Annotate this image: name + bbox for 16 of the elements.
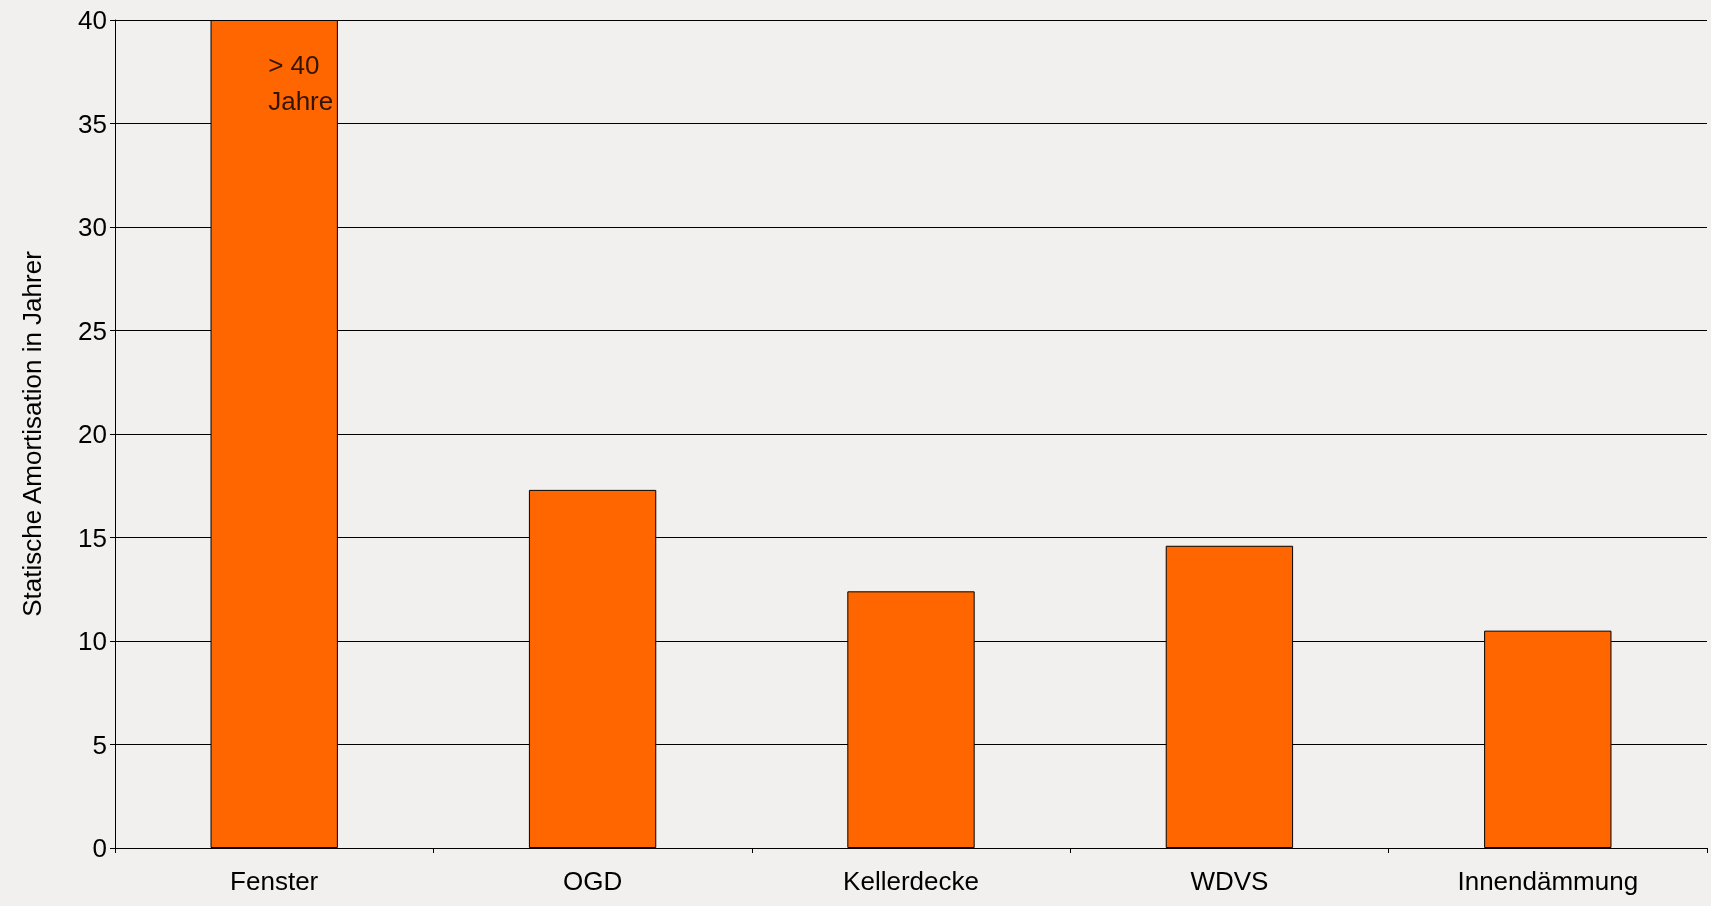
y-tick-label: 35 [78, 108, 107, 139]
x-tick-label: Kellerdecke [843, 866, 979, 896]
y-tick-label: 20 [78, 419, 107, 449]
x-tick-label: Innendämmung [1457, 866, 1639, 896]
y-tick-label: 0 [92, 833, 107, 863]
y-tick-label: 25 [78, 315, 107, 346]
annotation: > 40 Jahre [268, 49, 334, 116]
y-tick-label: 30 [78, 212, 107, 242]
y-tick-label: 5 [92, 729, 107, 760]
x-tick-label: Fenster [230, 866, 319, 896]
y-tick-label: 10 [78, 626, 107, 656]
x-tick-label: WDVS [1190, 866, 1269, 896]
x-tick-label: OGD [562, 866, 623, 896]
y-tick-label: 40 [78, 5, 107, 35]
y-axis-title: Statische Amortisation in Jahrer [17, 250, 47, 617]
y-tick-label: 15 [78, 522, 107, 553]
